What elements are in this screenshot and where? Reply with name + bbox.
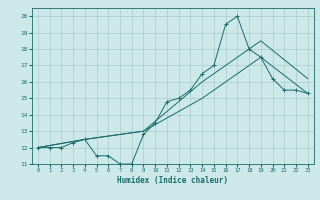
X-axis label: Humidex (Indice chaleur): Humidex (Indice chaleur) bbox=[117, 176, 228, 185]
